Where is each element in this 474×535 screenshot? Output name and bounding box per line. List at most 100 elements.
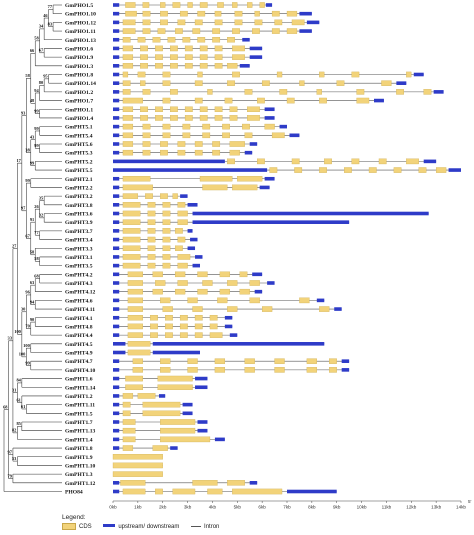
cds-segment [261, 80, 270, 86]
bootstrap-value: 99 [25, 178, 30, 183]
gene-structure-row [113, 280, 275, 286]
gene-label: GmPHT1.3 [65, 472, 93, 478]
cds-segment [214, 358, 226, 364]
cds-segment [351, 71, 360, 78]
cds-segment [147, 236, 156, 243]
bootstrap-value: 85 [16, 421, 21, 426]
gene-label: GmPHT2.1 [65, 177, 93, 183]
bootstrap-value: 58 [34, 36, 39, 41]
cds-segment [271, 132, 285, 139]
bootstrap-value: 100 [14, 329, 21, 334]
utr-segment [254, 289, 263, 294]
cds-segment [187, 358, 198, 364]
cds-segment [125, 2, 136, 8]
cds-segment [127, 341, 151, 347]
axis-end-marker: 5' [468, 499, 472, 504]
cds-segment [232, 45, 245, 52]
gene-structure-row [113, 393, 166, 399]
cds-segment [269, 167, 278, 173]
cds-segment [127, 349, 151, 356]
cds-segment [271, 10, 280, 17]
utr-segment [113, 20, 120, 25]
utr-swatch [103, 524, 116, 528]
cds-segment [122, 393, 134, 399]
cds-segment [257, 97, 265, 104]
gene-label: GmPHO1.2 [65, 90, 93, 96]
gene-labels: GmPHO1.5 GmPHO1.10 GmPHO1.12 GmPHO1.11 GmPHO… [65, 3, 96, 496]
cds-segment [329, 358, 337, 364]
cds-segment [294, 167, 303, 173]
cds-segment [252, 28, 260, 34]
cds-segment [244, 132, 253, 139]
cds-segment [162, 202, 171, 208]
bootstrap-value: 30 [21, 307, 26, 312]
gene-structure-row [113, 132, 300, 139]
utr-segment [113, 124, 120, 129]
gene-label: GmPHT1.8 [65, 446, 93, 452]
utr-segment [249, 142, 258, 146]
gene-structure-row [113, 45, 263, 52]
cds-segment [122, 45, 134, 52]
gene-label: GmPHO1.11 [65, 29, 96, 35]
cds-segment [306, 358, 317, 364]
gene-structure-row [113, 419, 208, 425]
cds-segment [227, 37, 235, 43]
utr-segment [265, 3, 273, 7]
cds-segment [214, 63, 223, 69]
utr-segment [299, 29, 312, 33]
gene-label: GmPHT5.6 [65, 142, 93, 148]
cds-segment [170, 54, 178, 60]
bootstrap-value: 99 [34, 143, 39, 148]
utr-segment [113, 481, 120, 485]
bootstrap-value: 31 [12, 387, 16, 392]
cds-segment [254, 10, 260, 17]
cds-segment [122, 106, 134, 113]
cds-segment [249, 280, 260, 286]
utr-segment [152, 342, 325, 346]
utr-segment [341, 368, 350, 372]
gene-label: GmPHT1.4 [65, 437, 93, 443]
utr-segment [244, 150, 253, 155]
gene-label: GmPHT5.5 [65, 168, 93, 174]
utr-segment [113, 3, 120, 7]
cds-segment [120, 480, 146, 486]
cds-segment [232, 28, 240, 34]
cds-segment [199, 2, 208, 8]
utr-segment [113, 64, 120, 68]
cds-segment [229, 115, 238, 121]
gene-structure-row [113, 97, 384, 104]
cds-segment [162, 228, 171, 234]
cds-segment [162, 97, 171, 104]
utr-segment [113, 368, 120, 372]
gene-structure-row [112, 462, 163, 469]
gene-structure-row [113, 262, 200, 269]
cds-segment [202, 123, 211, 130]
cds-segment [125, 10, 137, 17]
cds-segment [174, 228, 183, 234]
gene-structure-row [113, 28, 312, 34]
cds-segment [319, 71, 325, 78]
gene-label: GmPHT1.9 [65, 455, 93, 461]
cds-segment [160, 427, 196, 434]
cds-segment [160, 10, 168, 17]
cds-segment [212, 28, 221, 34]
cds-segment [127, 288, 143, 295]
gene-structure-row [113, 202, 198, 208]
gene-structure-row [113, 89, 444, 95]
cds-segment [199, 63, 208, 69]
cds-segment [406, 71, 412, 78]
utr-segment [267, 281, 275, 285]
cds-segment [147, 245, 156, 251]
cds-segment [199, 115, 208, 121]
cds-segment [142, 132, 151, 139]
bootstrap-value: 94 [30, 300, 35, 305]
cds-segment [162, 210, 171, 217]
cds-segment [247, 106, 260, 113]
cds-segment [214, 19, 223, 26]
cds-segment [254, 19, 263, 26]
utr-segment [113, 72, 120, 77]
cds-segment [165, 314, 173, 321]
gene-structure-row [113, 349, 200, 356]
cds-segment [122, 202, 141, 208]
cds-segment [122, 19, 136, 26]
